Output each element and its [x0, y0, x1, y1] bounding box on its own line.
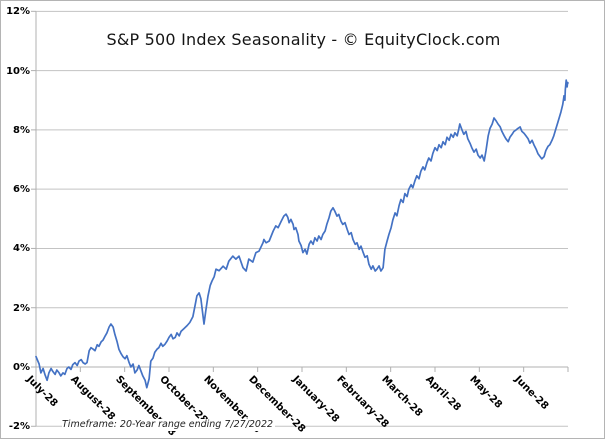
- y-axis-label: -2%: [8, 421, 30, 433]
- y-axis-label: 0%: [13, 362, 30, 373]
- chart-title: S&P 500 Index Seasonality - © EquityCloc…: [106, 30, 501, 49]
- y-axis-label: 8%: [13, 124, 30, 136]
- axes-and-ticks: [31, 10, 569, 427]
- y-axis-label: 4%: [13, 243, 30, 255]
- y-axis-label: 2%: [13, 302, 30, 314]
- timeframe-note: Timeframe: 20-Year range ending 7/27/202…: [62, 419, 276, 431]
- y-axis-label: 6%: [13, 184, 30, 196]
- seasonality-line: [35, 79, 569, 389]
- y-axis-label: 10%: [6, 65, 30, 77]
- gridlines: [36, 10, 568, 427]
- y-axis-label: 12%: [6, 6, 30, 18]
